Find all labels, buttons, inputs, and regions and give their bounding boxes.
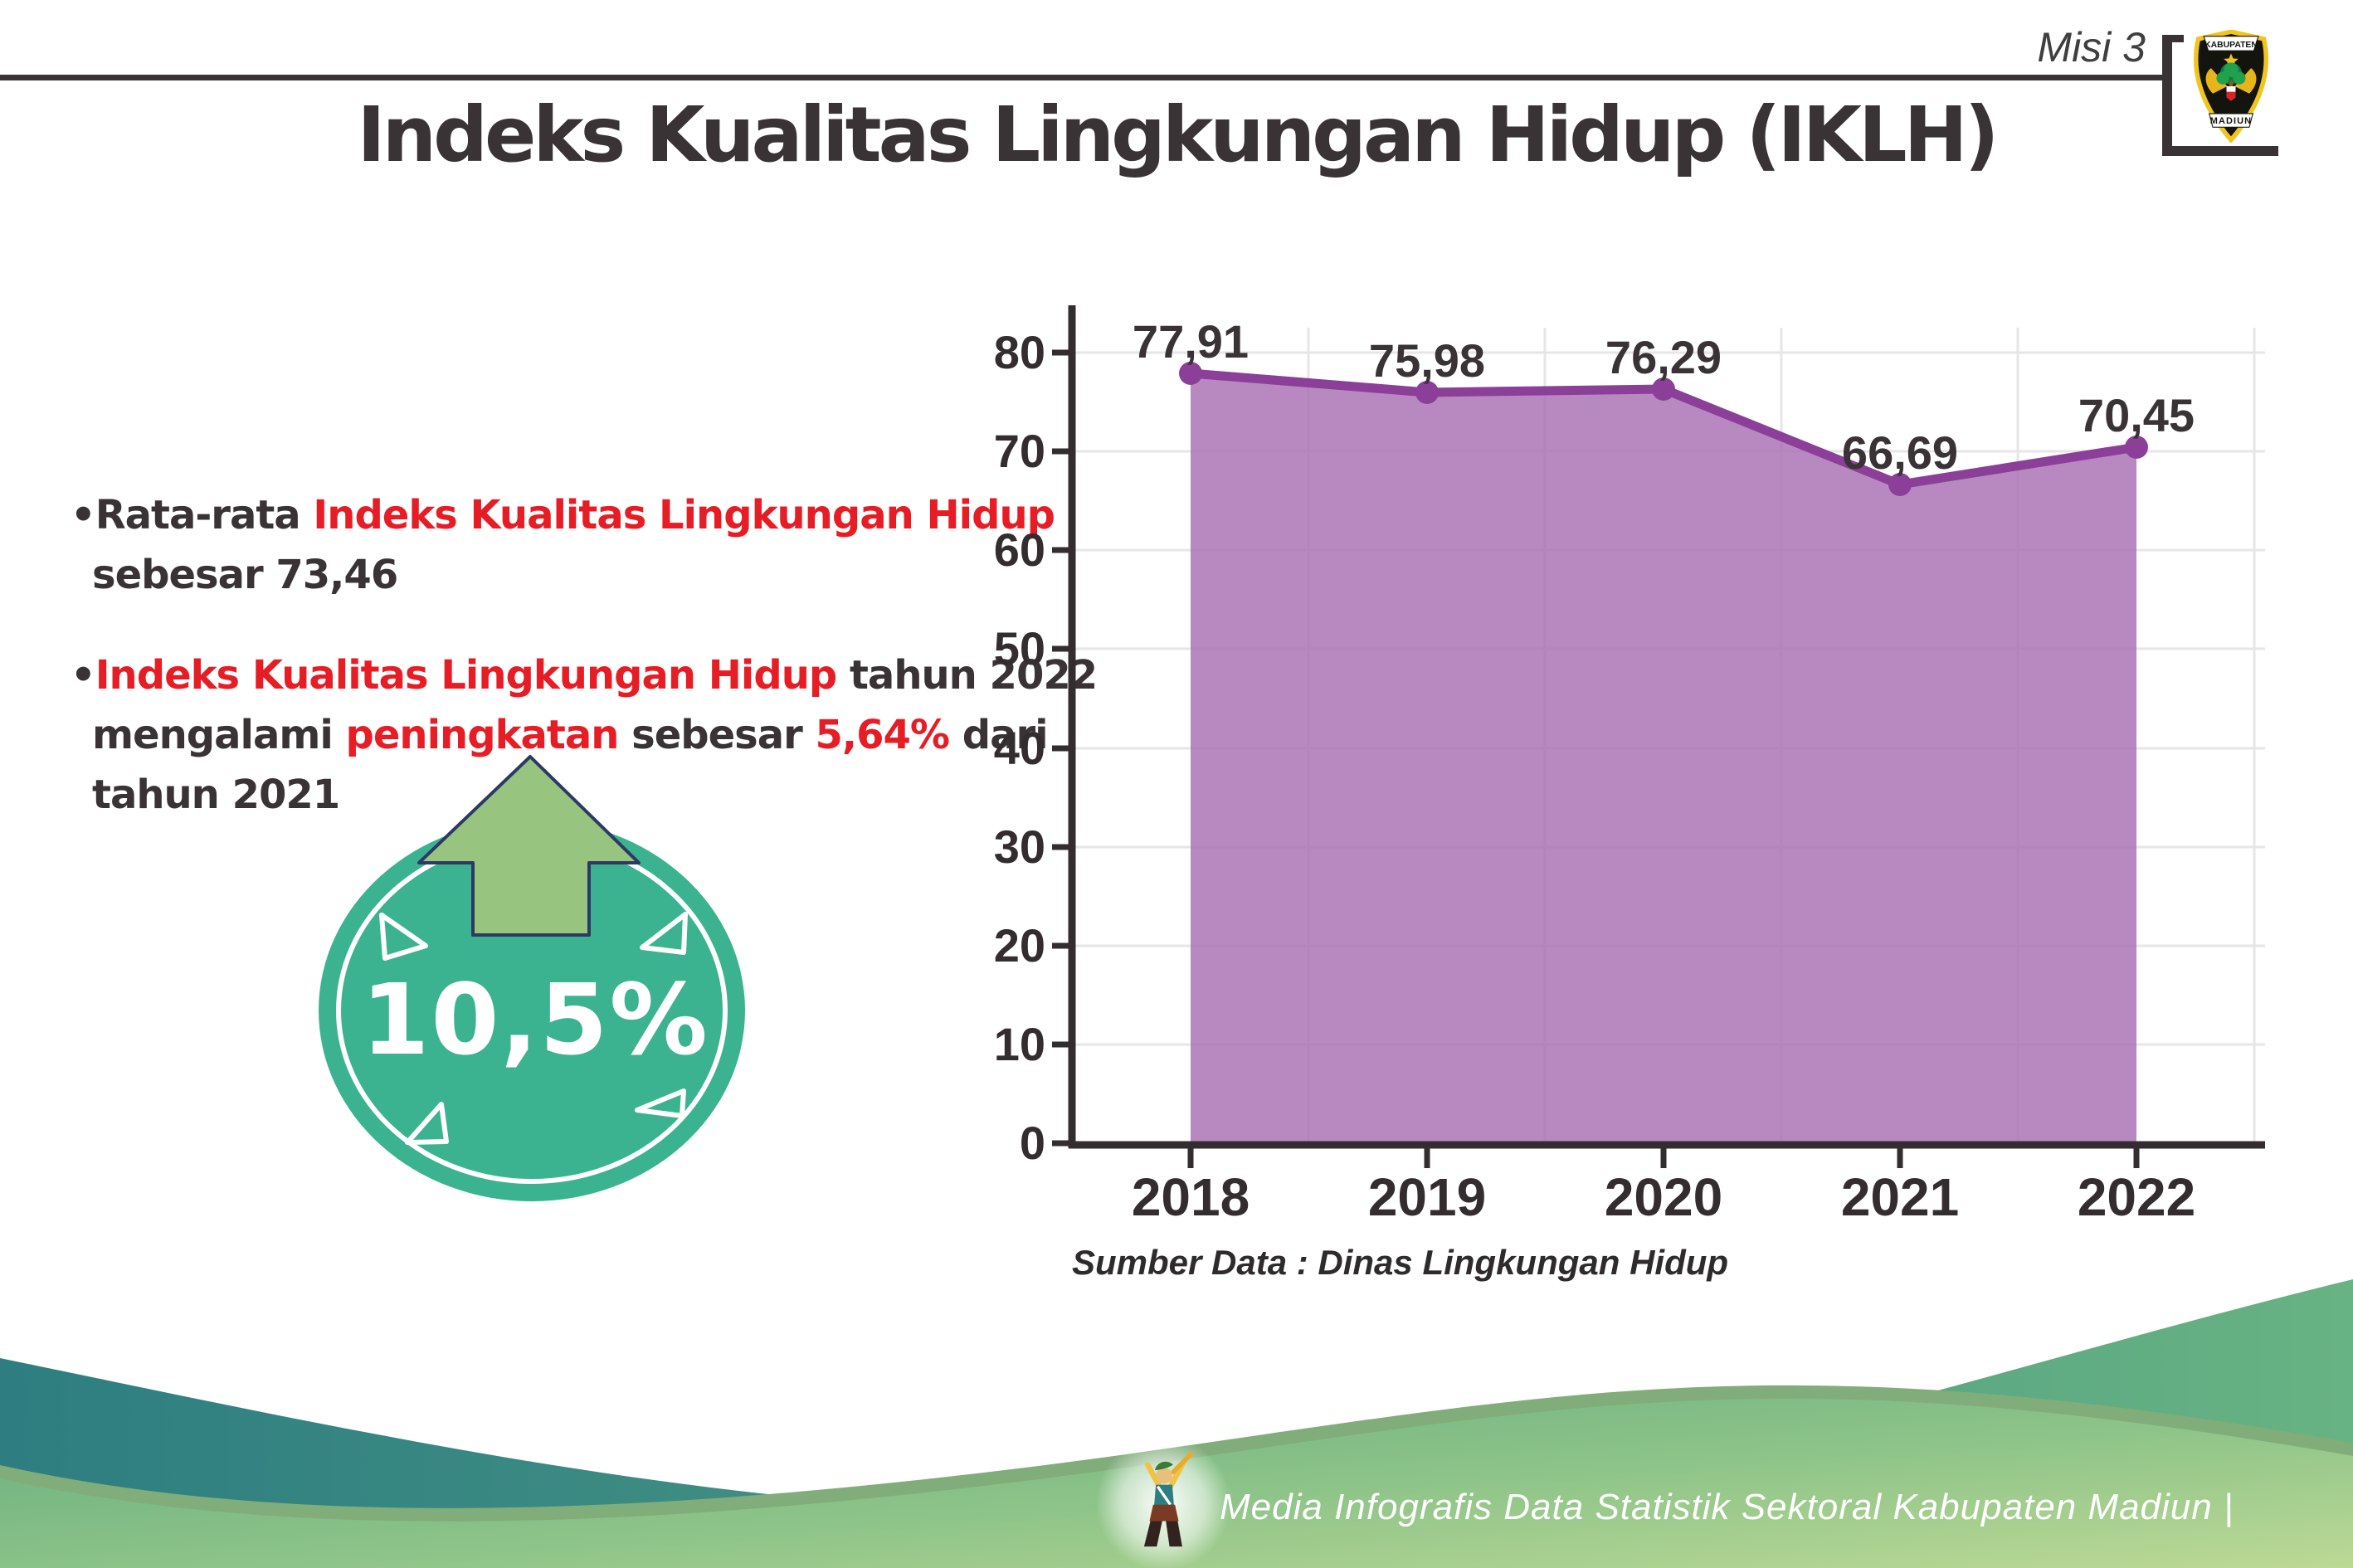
mascot-leg-left bbox=[1143, 1521, 1162, 1547]
y-tick-80: 80 bbox=[993, 326, 1045, 378]
bullet-marker: • bbox=[71, 652, 96, 699]
badge-tick-top-right-icon bbox=[640, 912, 688, 955]
area-fill bbox=[1191, 373, 2136, 1143]
badge-tick-top-left-icon bbox=[379, 913, 428, 961]
bullet-marker: • bbox=[71, 492, 96, 538]
growth-badge bbox=[319, 755, 745, 1201]
x-tick-2021: 2021 bbox=[1840, 1167, 1960, 1227]
y-tick-50: 50 bbox=[993, 622, 1045, 674]
iklh-area-chart bbox=[1052, 305, 2265, 1168]
logo-top-ribbon bbox=[2203, 36, 2259, 51]
logo-top-text: KABUPATEN bbox=[2204, 41, 2258, 50]
bullet2-text-red2: peningkatan bbox=[345, 712, 620, 758]
bullet2-text-dark1: tahun 2022 bbox=[836, 652, 1098, 699]
statistics-mascot-icon bbox=[1143, 1451, 1194, 1547]
value-label-2019: 75,98 bbox=[1368, 334, 1486, 387]
bullet2-text-dark2: mengalami bbox=[92, 712, 346, 758]
bullet-iklh-increase: •Indeks Kualitas Lingkungan Hidup tahun … bbox=[71, 645, 1149, 825]
data-point-2019 bbox=[1415, 381, 1439, 404]
bullet2-text-red3: 5,64% bbox=[815, 712, 951, 758]
bullet2-text-red1: Indeks Kualitas Lingkungan Hidup bbox=[95, 652, 838, 699]
logo-tree-leaf bbox=[2224, 62, 2239, 78]
value-label-2018: 77,91 bbox=[1132, 315, 1250, 368]
x-tick-2019: 2019 bbox=[1367, 1167, 1487, 1227]
badge-tick-bottom-right-icon bbox=[635, 1088, 686, 1118]
badge-circle bbox=[319, 820, 745, 1201]
mascot-head bbox=[1156, 1467, 1172, 1484]
mascot-hat bbox=[1155, 1461, 1173, 1471]
mascot-leg-right bbox=[1166, 1521, 1182, 1547]
value-label-2020: 76,29 bbox=[1605, 331, 1722, 383]
series-markers bbox=[1179, 362, 2148, 496]
logo-wing-left bbox=[2205, 68, 2228, 94]
logo-inner-shield-red bbox=[2226, 91, 2236, 101]
data-source-caption: Sumber Data : Dinas Lingkungan Hidup bbox=[1072, 1243, 1729, 1282]
bullet-average-iklh: •Rata-rata Indeks Kualitas Lingkungan Hi… bbox=[71, 485, 1149, 605]
bullet2-text-dark4: dari bbox=[949, 712, 1049, 758]
y-tick-20: 20 bbox=[993, 919, 1045, 971]
footer-caption: Media Infografis Data Statistik Sektoral… bbox=[1220, 1487, 2234, 1527]
bullet1-text-red: Indeks Kualitas Lingkungan Hidup bbox=[313, 492, 1055, 538]
mascot-sash bbox=[1156, 1485, 1172, 1506]
mascot-pencil bbox=[1171, 1451, 1194, 1475]
y-tick-0: 0 bbox=[1019, 1117, 1045, 1169]
logo-wing-right bbox=[2234, 68, 2257, 94]
badge-percentage: 10,5% bbox=[361, 962, 709, 1077]
logo-bracket-vertical bbox=[2162, 35, 2172, 156]
badge-tick-bottom-left-icon bbox=[405, 1102, 449, 1145]
bullet1-text-dark2: sebesar 73,46 bbox=[92, 552, 398, 598]
page-title: Indeks Kualitas Lingkungan Hidup (IKLH) bbox=[357, 90, 1999, 179]
x-tick-2018: 2018 bbox=[1131, 1167, 1250, 1227]
tick-marks bbox=[1052, 349, 2140, 1168]
mascot-skirt bbox=[1149, 1504, 1179, 1522]
data-point-2020 bbox=[1652, 377, 1675, 401]
value-label-2021: 66,69 bbox=[1841, 426, 1959, 479]
data-point-2021 bbox=[1888, 473, 1912, 496]
x-tick-2022: 2022 bbox=[2077, 1167, 2196, 1227]
mascot-arm-left bbox=[1144, 1462, 1163, 1492]
y-tick-10: 10 bbox=[993, 1018, 1045, 1070]
mission-label: Misi 3 bbox=[2037, 24, 2146, 71]
y-tick-40: 40 bbox=[993, 722, 1045, 774]
header-rule bbox=[0, 75, 2164, 80]
axes bbox=[1068, 305, 2265, 1149]
x-tick-2020: 2020 bbox=[1604, 1167, 1723, 1227]
y-tick-60: 60 bbox=[993, 523, 1045, 576]
up-arrow-icon bbox=[417, 755, 641, 937]
kabupaten-madiun-logo: KABUPATEN MADIUN bbox=[2193, 30, 2269, 143]
logo-bracket-horizontal bbox=[2162, 146, 2278, 156]
logo-bottom-ribbon bbox=[2208, 113, 2254, 128]
logo-bottom-text: MADIUN bbox=[2210, 116, 2252, 126]
bullet2-text-dark3: sebesar bbox=[618, 712, 816, 758]
y-tick-70: 70 bbox=[993, 425, 1045, 477]
data-point-2018 bbox=[1179, 362, 1202, 385]
bullet1-text-dark: Rata-rata bbox=[95, 492, 314, 538]
y-tick-30: 30 bbox=[993, 821, 1045, 873]
bullet2-text-dark5: tahun 2021 bbox=[92, 772, 340, 818]
logo-bracket-nub bbox=[2162, 35, 2184, 42]
value-label-2022: 70,45 bbox=[2078, 389, 2195, 441]
data-point-2022 bbox=[2125, 436, 2148, 459]
